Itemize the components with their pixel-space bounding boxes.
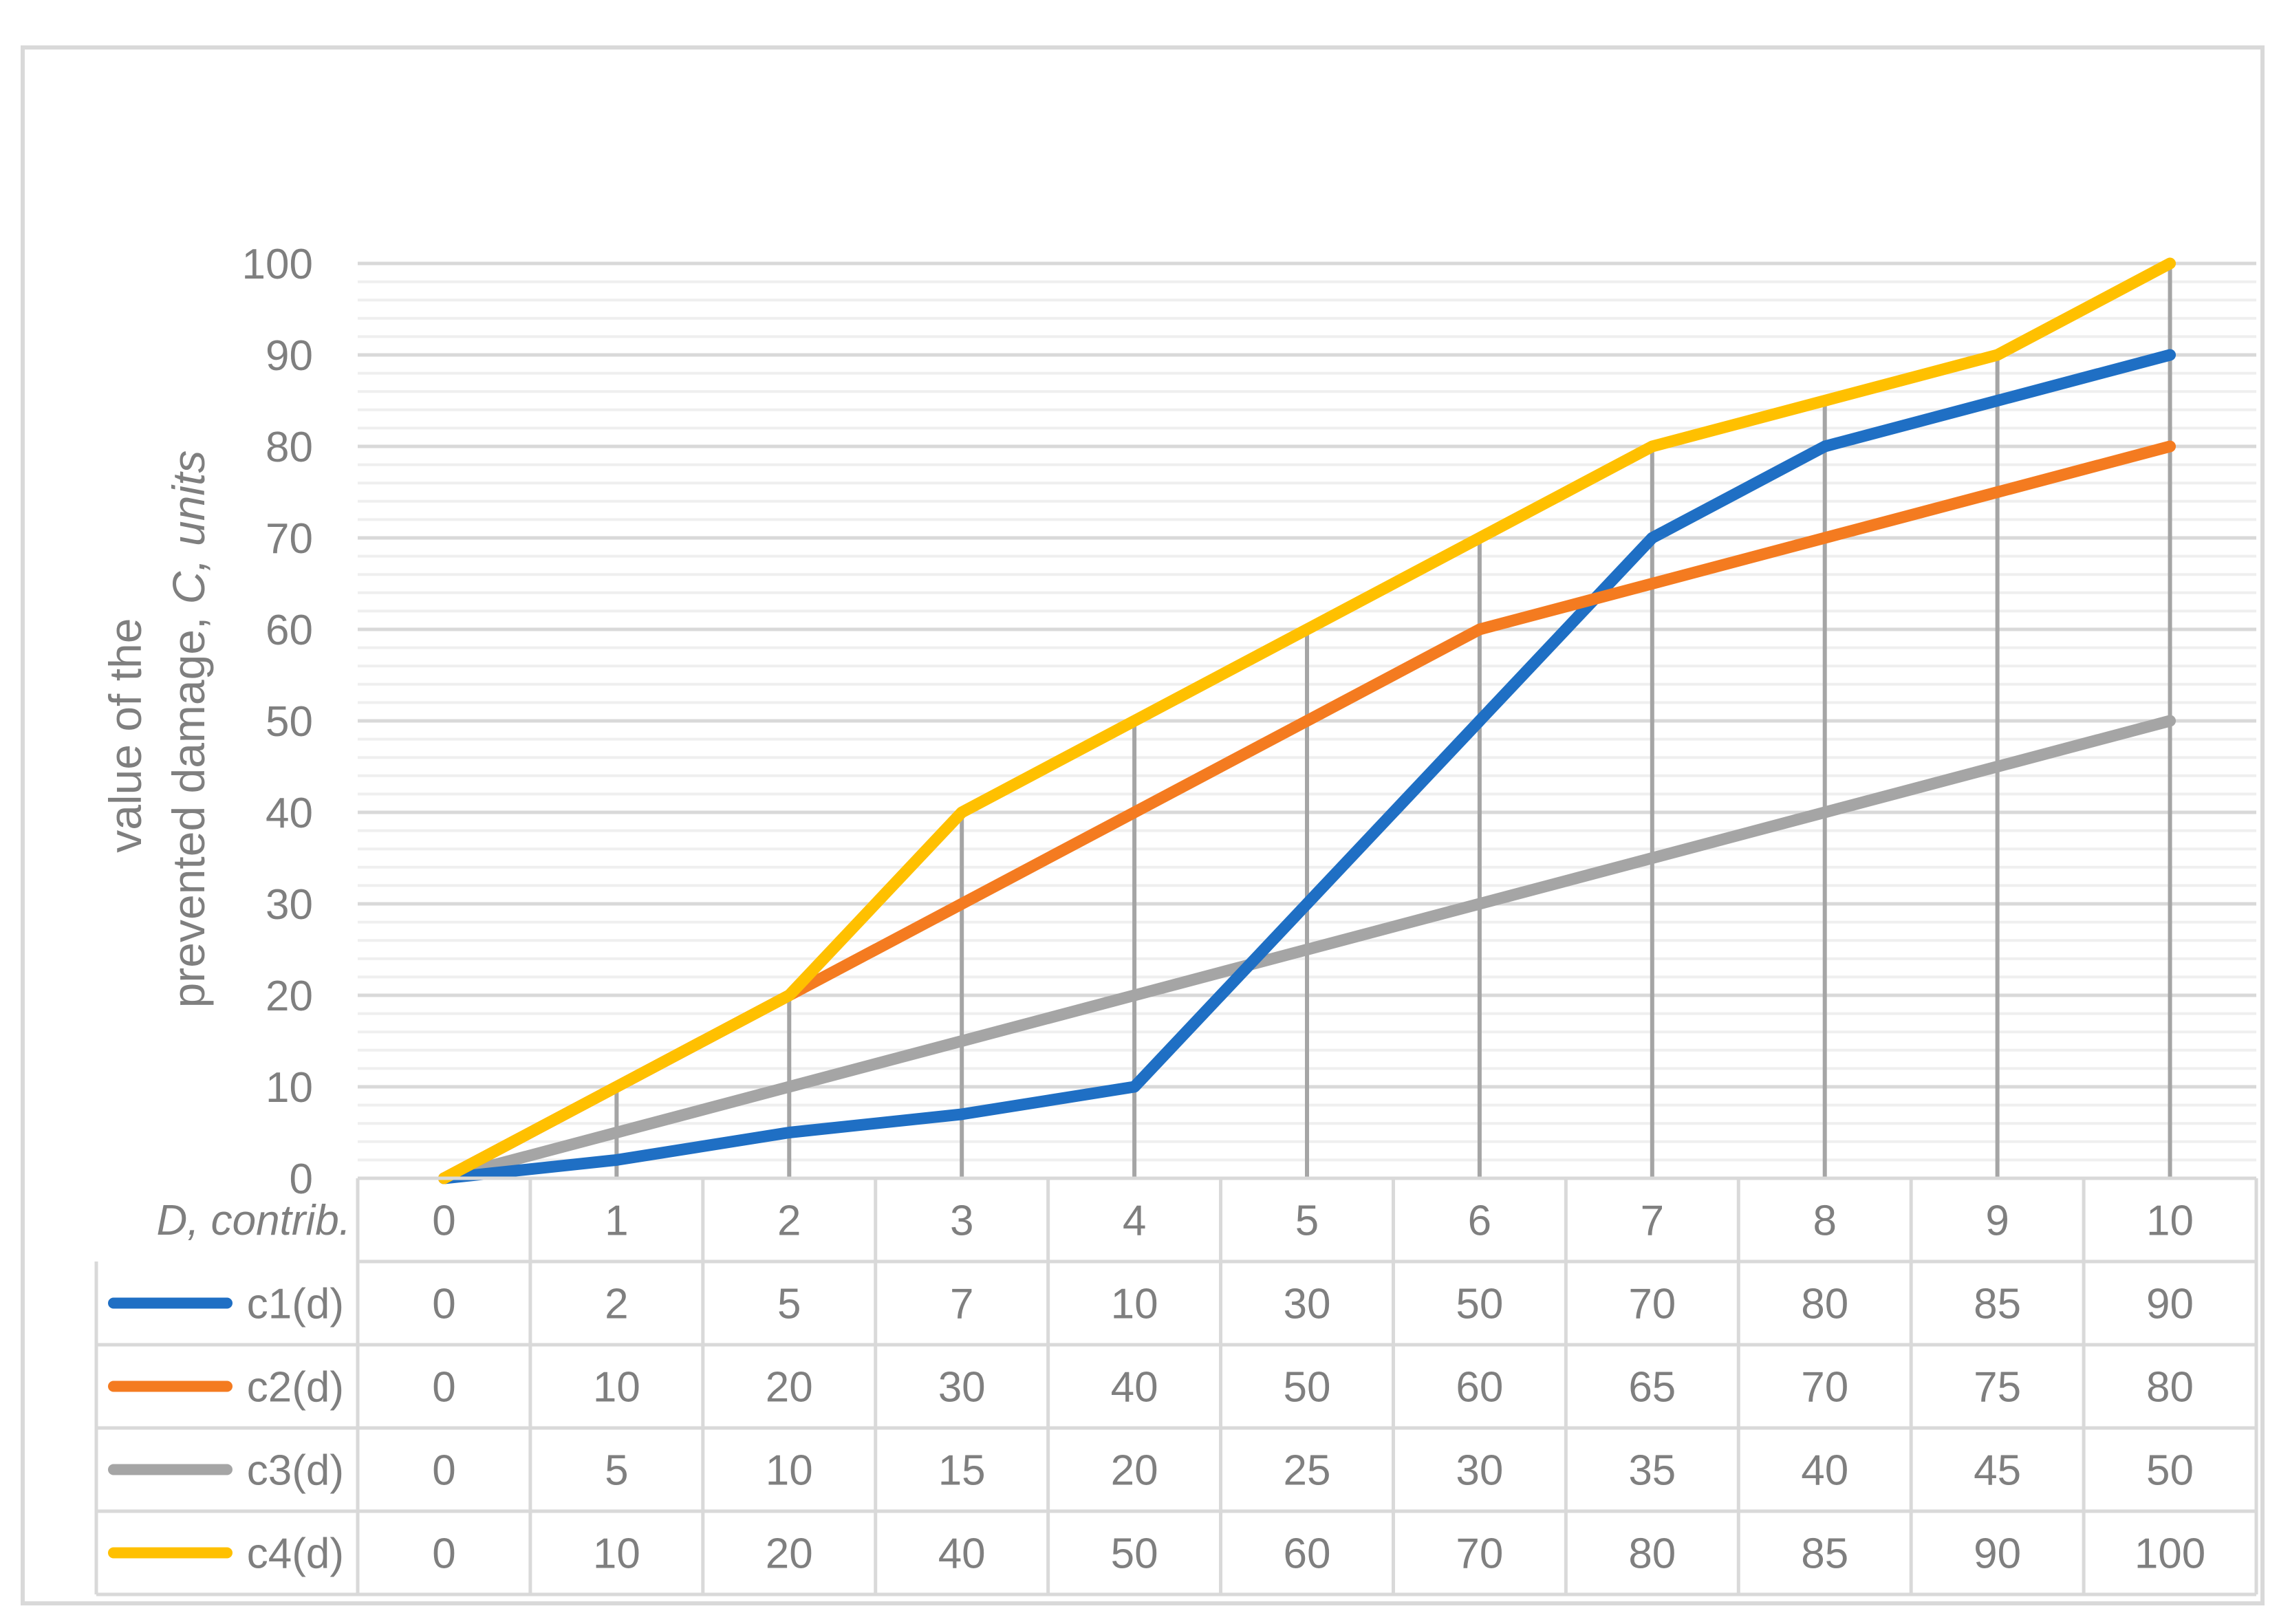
x-tick-label: 3: [950, 1198, 973, 1245]
y-axis-label-line1: value of the: [100, 618, 151, 853]
y-tick-label: 30: [266, 881, 313, 929]
table-cell: 90: [1974, 1530, 2021, 1578]
y-axis-label: value of the prevented damage, C, units: [100, 451, 214, 1008]
table-cell: 10: [1111, 1281, 1158, 1328]
y-tick-label: 100: [242, 241, 313, 288]
y-tick-label: 10: [266, 1064, 313, 1112]
table-cell: 70: [1628, 1281, 1676, 1328]
table-cell: 30: [938, 1364, 986, 1411]
table-cell: 5: [777, 1281, 801, 1328]
table-cell: 0: [432, 1530, 455, 1578]
table-cell: 25: [1284, 1447, 1331, 1495]
table-cell: 80: [1628, 1530, 1676, 1578]
x-tick-label: 4: [1123, 1198, 1146, 1245]
table-cell: 20: [1111, 1447, 1158, 1495]
y-tick-label: 60: [266, 607, 313, 654]
table-cell: 20: [766, 1364, 813, 1411]
table-cell: 100: [2135, 1530, 2205, 1578]
table-cell: 20: [766, 1530, 813, 1578]
table-cell: 0: [432, 1364, 455, 1411]
table-cell: 30: [1456, 1447, 1503, 1495]
table-cell: 40: [1801, 1447, 1848, 1495]
series-line-c4d: [438, 257, 2176, 1184]
x-tick-label: 5: [1295, 1198, 1319, 1245]
table-cell: 30: [1284, 1281, 1331, 1328]
y-tick-label: 50: [266, 698, 313, 746]
table-cell: 75: [1974, 1364, 2021, 1411]
table-cell: 90: [2146, 1281, 2194, 1328]
table-cell: 5: [605, 1447, 628, 1495]
table-cell: 10: [593, 1530, 640, 1578]
series-line-c1d: [438, 349, 2176, 1184]
table-cell: 50: [1111, 1530, 1158, 1578]
legend-label: c2(d): [247, 1364, 344, 1411]
legend-label: c4(d): [247, 1530, 344, 1578]
table-cell: 50: [2146, 1447, 2194, 1495]
table-cell: 80: [2146, 1364, 2194, 1411]
y-tick-label: 90: [266, 332, 313, 380]
table-cell: 7: [950, 1281, 973, 1328]
y-axis-label-unit: C, units: [163, 451, 214, 605]
legend-label: c3(d): [247, 1447, 344, 1495]
y-tick-label: 70: [266, 515, 313, 563]
table-cell: 45: [1974, 1447, 2021, 1495]
x-tick-label: 1: [605, 1198, 628, 1245]
table-cell: 65: [1628, 1364, 1676, 1411]
y-tick-label: 40: [266, 790, 313, 837]
data-table-grid: [94, 1176, 2258, 1596]
x-tick-label: 0: [432, 1198, 455, 1245]
table-cell: 60: [1456, 1364, 1503, 1411]
table-cell: 85: [1974, 1281, 2021, 1328]
table-cell: 60: [1284, 1530, 1331, 1578]
table-cell: 70: [1801, 1364, 1848, 1411]
table-cell: 2: [605, 1281, 628, 1328]
series-lines: [438, 257, 2176, 1184]
x-tick-label: 9: [1985, 1198, 2009, 1245]
y-axis-label-line2: prevented damage,: [163, 604, 214, 1008]
legend-label: c1(d): [247, 1281, 344, 1328]
table-cell: 50: [1456, 1281, 1503, 1328]
table-cell: 85: [1801, 1530, 1848, 1578]
x-tick-label: 6: [1468, 1198, 1491, 1245]
x-tick-label: 7: [1641, 1198, 1664, 1245]
table-cell: 40: [938, 1530, 986, 1578]
x-axis-label: D, contrib.: [156, 1197, 351, 1244]
table-cell: 0: [432, 1447, 455, 1495]
table-cell: 10: [766, 1447, 813, 1495]
y-tick-label: 20: [266, 973, 313, 1020]
x-tick-label: 8: [1813, 1198, 1836, 1245]
table-cell: 15: [938, 1447, 986, 1495]
y-tick-label: 80: [266, 424, 313, 471]
series-line-c3d: [438, 715, 2176, 1184]
table-cell: 50: [1284, 1364, 1331, 1411]
y-tick-label: 0: [290, 1156, 313, 1203]
x-tick-label: 10: [2146, 1198, 2194, 1245]
table-cell: 0: [432, 1281, 455, 1328]
table-cell: 70: [1456, 1530, 1503, 1578]
table-cell: 10: [593, 1364, 640, 1411]
x-tick-label: 2: [777, 1198, 801, 1245]
table-cell: 35: [1628, 1447, 1676, 1495]
table-cell: 80: [1801, 1281, 1848, 1328]
y-axis-tick-labels: 0 10 20 30 40 50 60 70 80 90 100: [242, 241, 313, 1203]
table-cell: 40: [1111, 1364, 1158, 1411]
